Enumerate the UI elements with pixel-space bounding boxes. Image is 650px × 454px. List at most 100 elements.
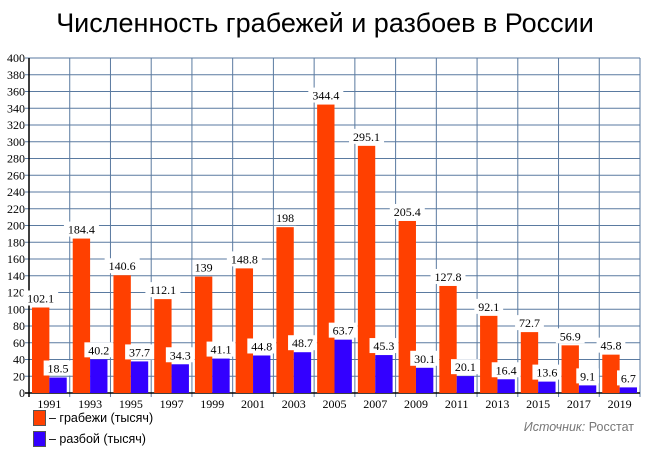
bar-assault [619,387,637,393]
data-label-bg [145,282,181,298]
data-label-bg [389,203,425,219]
data-label-bg [273,210,297,226]
data-label: 48.7 [292,336,313,350]
data-label: 112.1 [150,283,177,297]
data-label: 148.8 [231,252,258,266]
y-tick-label: 340 [7,101,25,115]
data-label: 41.1 [210,343,231,357]
x-tick-label: 1997 [160,397,184,411]
bar-robbery [439,285,457,393]
data-label-bg [410,350,440,366]
data-label: 140.6 [109,259,136,273]
y-tick-label: 80 [13,319,25,333]
x-tick-label: 2009 [404,397,428,411]
y-tick-label: 280 [7,152,25,166]
data-label: 44.8 [251,339,272,353]
bar-assault [212,358,230,393]
x-tick-label: 1991 [37,397,61,411]
data-label-bg [247,338,277,354]
x-tick-label: 2003 [282,397,306,411]
data-label-bg [450,359,480,375]
x-tick-label: 1993 [78,397,102,411]
data-label-bg [515,315,544,331]
data-label: 72.7 [519,316,540,330]
bar-robbery [235,268,254,393]
legend-label-robbery: – грабежи (тысяч) [49,411,154,425]
bar-assault [130,361,149,393]
data-label: 16.4 [496,363,517,377]
data-label: 139 [195,261,213,275]
bar-assault [415,367,434,393]
bar-robbery [317,104,335,393]
data-label-bg [63,221,99,237]
x-tick-label: 2015 [526,397,550,411]
y-tick-label: 220 [7,202,25,216]
data-label: 92.1 [478,300,499,314]
data-label-bg [125,344,154,360]
data-label-bg [474,298,504,314]
bar-robbery [520,332,539,393]
data-label: 45.3 [373,339,394,353]
data-label: 30.1 [414,352,435,366]
y-tick-label: 160 [7,252,25,266]
bar-assault [253,355,271,393]
data-label: 34.3 [170,348,191,362]
data-label: 127.8 [435,270,462,284]
legend-swatch-assault [33,431,46,447]
y-tick-label: 180 [7,235,25,249]
y-tick-label: 100 [7,302,25,316]
bar-assault [375,355,393,393]
data-label-bg [369,338,399,354]
bar-assault [334,339,352,393]
legend-item-robbery: – грабежи (тысяч) [33,410,153,426]
y-tick-label: 300 [7,135,25,149]
bar-robbery [113,275,131,393]
y-tick-label: 40 [13,353,25,367]
data-label: 6.7 [621,371,636,385]
source-label: Источник: [523,420,586,434]
data-label-bg [430,268,466,284]
data-label-bg [532,364,562,380]
y-tick-label: 20 [13,369,25,383]
legend-item-assault: – разбой (тысяч) [33,431,146,447]
data-label-bg [328,322,358,338]
chart-title: Численность грабежей и разбоев в России [56,8,594,38]
x-tick-label: 2019 [608,397,632,411]
data-label-bg [226,251,262,267]
source-value: Росстат [588,420,634,434]
data-label-bg [349,128,385,144]
data-label-bg [308,87,344,103]
bar-robbery [154,299,172,393]
bar-assault [49,377,67,393]
bar-assault [90,359,108,393]
data-label-bg [555,328,585,344]
y-tick-label: 0 [19,386,25,400]
bar-assault [578,385,597,393]
y-tick-label: 320 [7,118,25,132]
x-tick-label: 2013 [485,397,509,411]
data-label: 205.4 [394,205,421,219]
bar-robbery [276,227,294,393]
x-tick-label: 2005 [323,397,347,411]
data-label: 20.1 [455,360,476,374]
bar-robbery [357,145,376,393]
y-tick-label: 200 [7,219,25,233]
data-label: 13.6 [536,366,557,380]
data-label-bg [104,258,140,274]
bar-robbery [602,354,620,393]
data-label: 198 [276,211,294,225]
bar-robbery [398,220,416,393]
x-tick-label: 1999 [200,397,224,411]
y-tick-label: 120 [7,286,25,300]
data-label-bg [192,259,215,275]
y-tick-label: 240 [7,185,25,199]
data-label: 9.1 [580,369,595,383]
y-tick-label: 60 [13,336,25,350]
y-tick-label: 140 [7,269,25,283]
bar-assault [293,352,312,393]
bar-robbery [561,345,579,393]
x-tick-label: 2007 [363,397,387,411]
legend-swatch-robbery [33,410,46,426]
bar-assault [456,376,475,393]
